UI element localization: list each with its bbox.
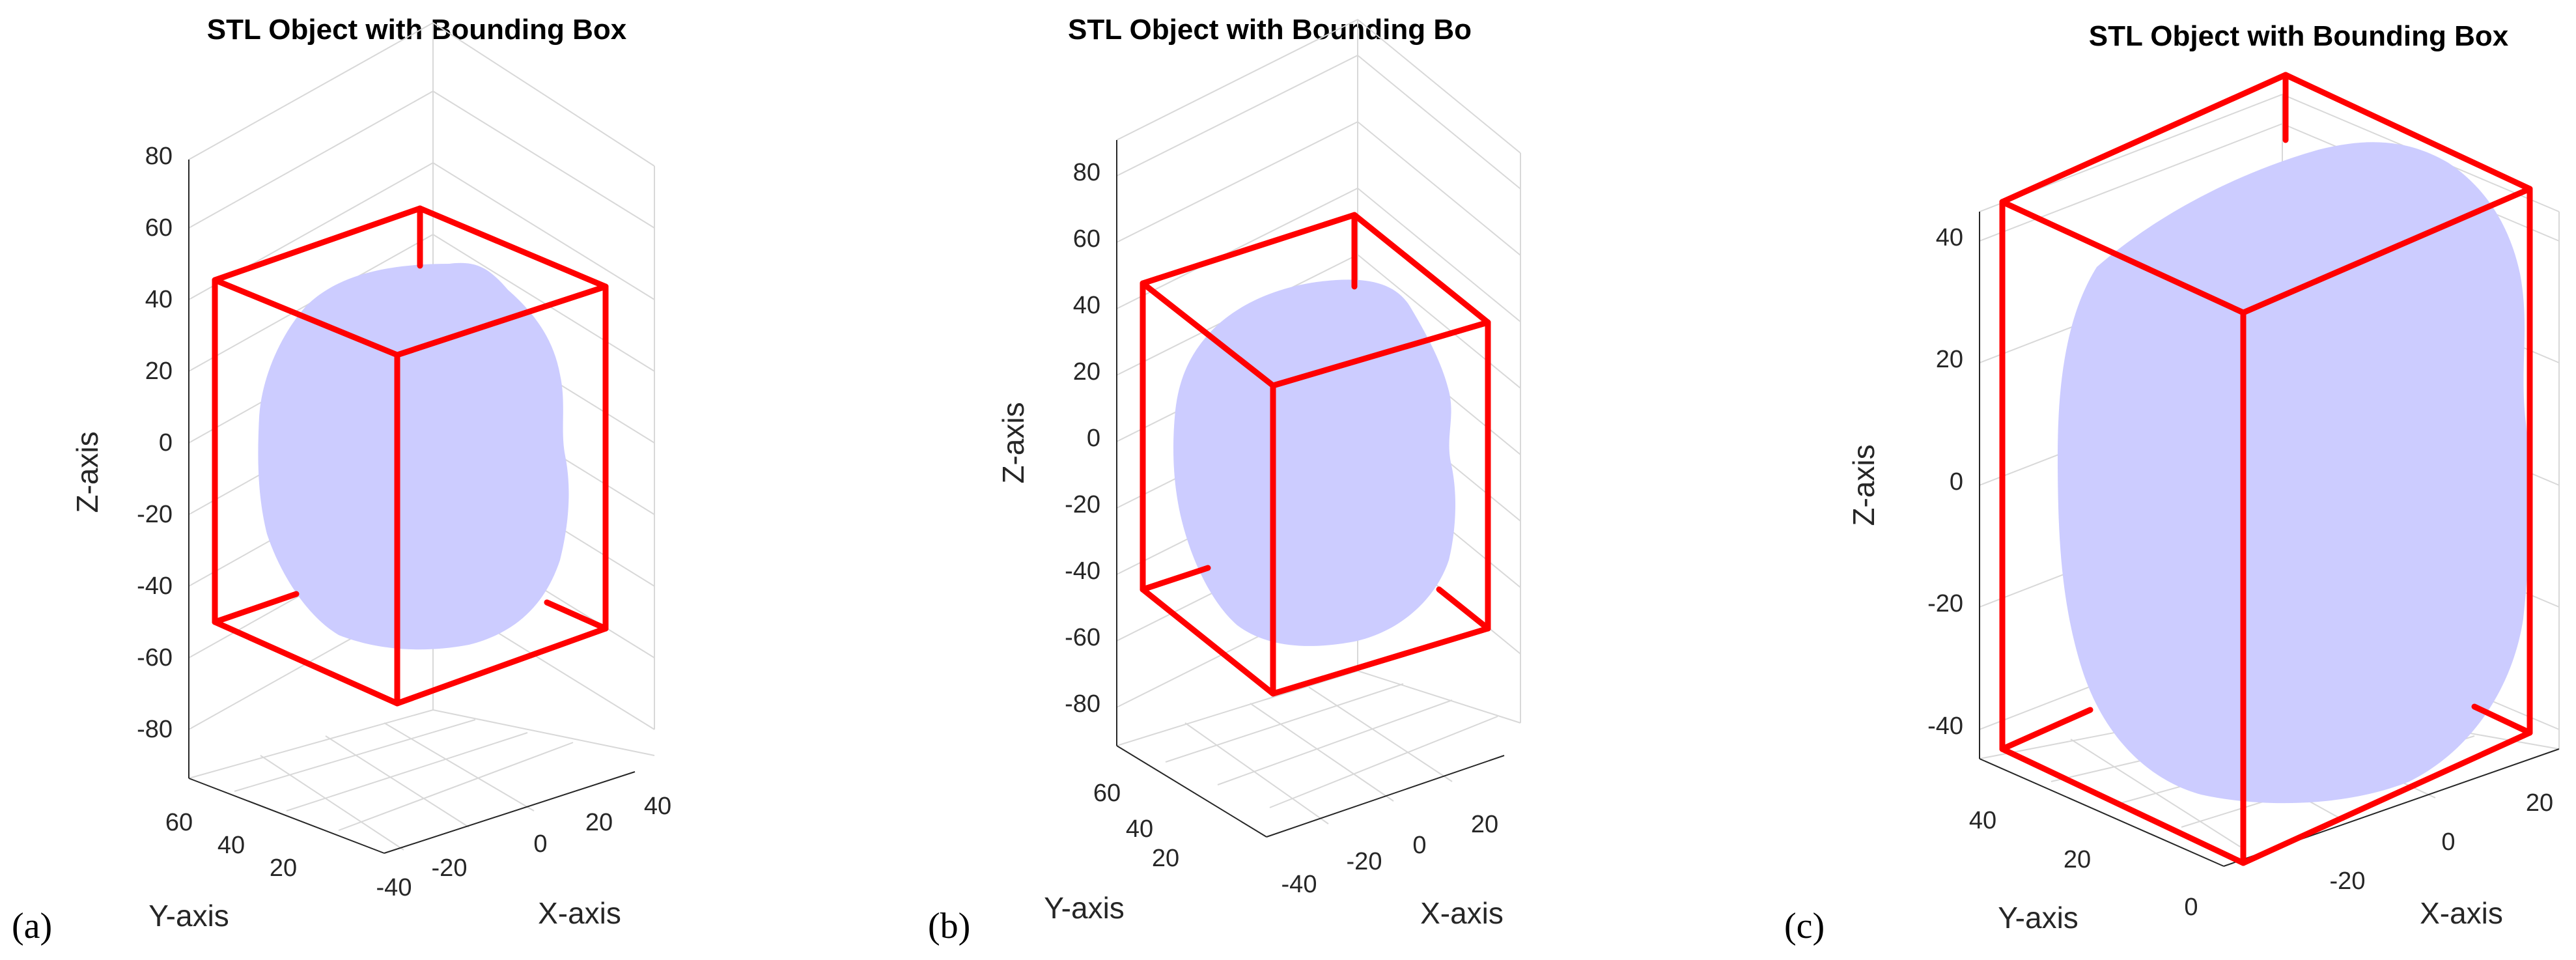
panel-b-z-axis-label: Z-axis xyxy=(996,402,1030,483)
panel-a-y-ticks: 60 40 20 xyxy=(165,809,297,882)
panel-b-z-tick: -20 xyxy=(1065,491,1100,518)
panel-c-x-tick: 0 xyxy=(2441,828,2455,856)
panel-a-z-ticks: 80 60 40 20 0 -20 -40 -60 -80 xyxy=(137,143,173,743)
panel-a-x-axis-label: X-axis xyxy=(538,896,621,930)
panel-a-z-tick: -40 xyxy=(137,572,173,600)
panel-b-x-tick: 20 xyxy=(1471,811,1498,838)
panel-a-x-tick: 20 xyxy=(585,809,613,836)
panel-a-z-tick: -20 xyxy=(137,501,173,528)
panel-b-z-tick: 60 xyxy=(1073,225,1100,253)
panel-a-z-tick: 60 xyxy=(145,214,173,242)
panel-b-x-ticks: -40 -20 0 20 xyxy=(1281,811,1499,898)
panel-c-y-tick: 40 xyxy=(1969,807,1996,834)
panel-c-x-tick: -20 xyxy=(2330,868,2366,895)
panel-c-bbox-bottom-front xyxy=(1999,729,2533,866)
panel-a-z-tick: 0 xyxy=(159,429,173,457)
panel-b-x-tick: -20 xyxy=(1347,848,1382,875)
panel-b-y-tick: 60 xyxy=(1093,780,1121,807)
panel-b-z-tick: -80 xyxy=(1065,690,1100,718)
panel-c-title: STL Object with Bounding Box xyxy=(2089,20,2509,52)
panel-a-x-axis-line xyxy=(384,771,636,854)
panel-c-z-tick: 20 xyxy=(1936,346,1963,373)
panel-c: STL Object with Bounding Box xyxy=(1784,20,2560,946)
panel-c-y-axis-label: Y-axis xyxy=(1998,901,2079,935)
panel-c-stl-object xyxy=(2058,142,2530,804)
panel-c-y-tick: 0 xyxy=(2184,894,2198,921)
panel-a-y-axis-line xyxy=(188,778,385,854)
panel-c-x-axis-label: X-axis xyxy=(2420,896,2503,930)
panel-a-x-tick: -20 xyxy=(432,854,468,882)
panel-a-axes xyxy=(188,160,636,854)
panel-a-z-tick: 80 xyxy=(145,143,173,170)
panel-b-x-axis-line xyxy=(1266,755,1505,838)
panel-b-z-tick: -60 xyxy=(1065,624,1100,651)
panel-b-x-tick: -40 xyxy=(1281,871,1317,898)
panel-a-y-tick: 40 xyxy=(217,832,245,859)
panel-c-z-tick: 0 xyxy=(1950,468,1963,496)
panel-c-tag: (c) xyxy=(1784,906,1825,946)
panel-a-z-tick: -80 xyxy=(137,716,173,743)
panel-a-z-axis-label: Z-axis xyxy=(70,431,104,513)
panel-b-x-tick: 0 xyxy=(1412,832,1426,859)
panel-a-z-tick: 40 xyxy=(145,286,173,313)
panel-a-x-tick: 40 xyxy=(644,793,671,820)
panel-a-y-axis-label: Y-axis xyxy=(148,899,229,933)
panel-b: STL Object with Bounding Bo xyxy=(928,14,1521,946)
panel-b-y-ticks: 60 40 20 xyxy=(1093,780,1179,872)
panel-b-z-tick: 40 xyxy=(1073,292,1100,319)
panel-a-x-tick: 0 xyxy=(533,830,547,858)
panel-a-bounding-box xyxy=(212,205,609,707)
panel-c-z-tick: 40 xyxy=(1936,224,1963,251)
panel-b-z-tick: -40 xyxy=(1065,558,1100,585)
panel-b-z-tick: 20 xyxy=(1073,358,1100,386)
panel-b-bbox-bottom-front xyxy=(1140,586,1491,697)
panel-b-y-axis-label: Y-axis xyxy=(1044,891,1125,925)
panel-b-z-tick: 80 xyxy=(1073,159,1100,186)
panel-c-x-ticks: -20 0 20 xyxy=(2330,789,2554,895)
panel-c-y-tick: 20 xyxy=(2064,846,2091,873)
panel-b-z-tick: 0 xyxy=(1087,425,1100,452)
panel-b-z-ticks: 80 60 40 20 0 -20 -40 -60 -80 xyxy=(1065,159,1100,718)
panel-a-z-tick: -60 xyxy=(137,644,173,671)
panel-b-y-tick: 20 xyxy=(1152,845,1179,872)
panel-a-z-tick: 20 xyxy=(145,358,173,385)
panel-b-tag: (b) xyxy=(928,906,970,946)
panel-c-y-axis-line xyxy=(1979,758,2224,867)
panel-c-z-tick: -20 xyxy=(1927,590,1963,617)
panel-c-z-ticks: 40 20 0 -20 -40 xyxy=(1927,224,1963,740)
panel-a-tag: (a) xyxy=(12,906,52,946)
panel-c-z-axis-label: Z-axis xyxy=(1847,444,1881,526)
panel-c-y-ticks: 40 20 0 xyxy=(1969,807,2198,921)
panel-b-title: STL Object with Bounding Bo xyxy=(1068,14,1472,46)
panel-a: STL Object with Bounding Box xyxy=(12,14,671,946)
panel-c-z-tick: -40 xyxy=(1927,713,1963,740)
panel-a-bbox-bottom-front xyxy=(212,619,609,707)
panel-a-title: STL Object with Bounding Box xyxy=(207,14,627,46)
panel-b-stl-object xyxy=(1173,279,1456,646)
panel-b-x-axis-label: X-axis xyxy=(1420,896,1504,930)
panel-c-bounding-box xyxy=(1999,72,2533,866)
panel-a-stl-object xyxy=(258,262,569,650)
panel-b-bounding-box xyxy=(1140,212,1491,697)
panel-a-y-tick: 20 xyxy=(270,854,297,882)
panel-b-y-tick: 40 xyxy=(1126,815,1153,843)
panel-a-y-tick: 60 xyxy=(165,809,193,836)
panel-b-y-axis-line xyxy=(1116,745,1267,838)
panel-a-x-tick: -40 xyxy=(376,874,412,901)
panel-b-axes xyxy=(1116,140,1505,838)
panel-c-x-tick: 20 xyxy=(2526,789,2553,817)
panel-a-x-ticks: -40 -20 0 20 40 xyxy=(376,793,672,901)
